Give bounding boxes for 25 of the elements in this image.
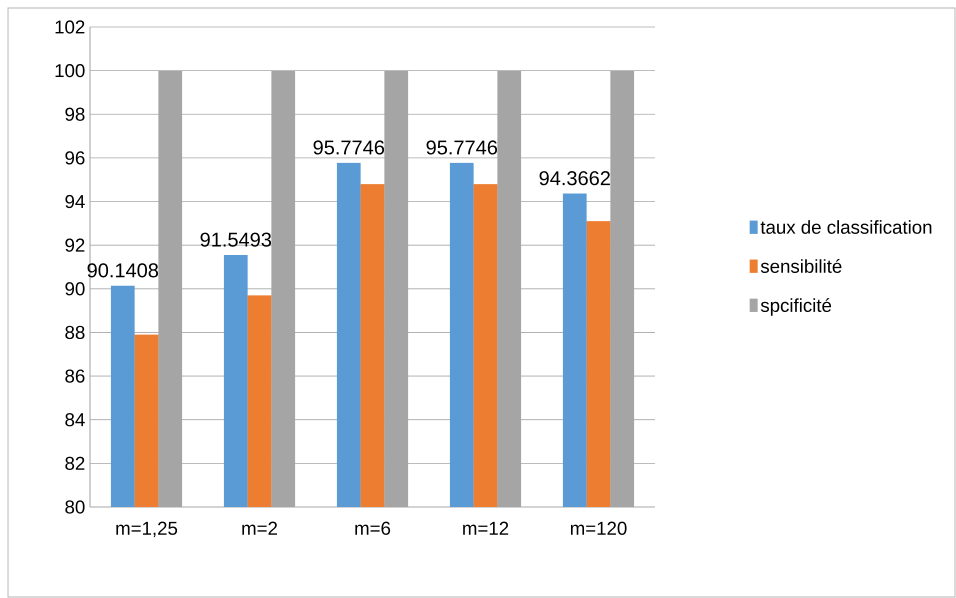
y-tick-label: 90 <box>65 282 85 296</box>
y-tick-label: 94 <box>65 194 85 208</box>
legend-label: taux de classification <box>760 220 932 234</box>
data-label: 94.3662 <box>540 171 610 186</box>
x-tick-label: m=2 <box>242 522 277 535</box>
y-tick-label: 80 <box>65 500 85 514</box>
x-tick-label: m=6 <box>355 522 390 535</box>
y-tick-label: 100 <box>56 64 85 78</box>
legend-label: sensibilité <box>760 258 842 273</box>
x-tick-label: m=120 <box>570 522 627 535</box>
y-tick-label: 98 <box>65 108 84 121</box>
y-tick-label: 96 <box>65 151 84 165</box>
y-tick-label: 84 <box>65 413 85 426</box>
data-label: 91.5493 <box>200 232 272 247</box>
x-tick-label: m=12 <box>463 522 508 535</box>
y-tick-label: 102 <box>56 20 84 34</box>
data-label: 95.7746 <box>314 140 384 155</box>
x-tick-label: m=1,25 <box>116 522 178 538</box>
data-label: 90.1408 <box>88 263 158 278</box>
data-label: 95.7746 <box>426 140 498 155</box>
y-tick-label: 82 <box>65 456 84 470</box>
y-tick-label: 86 <box>65 369 84 383</box>
legend-label: spcificité <box>760 298 832 316</box>
y-tick-label: 88 <box>65 326 84 340</box>
y-tick-label: 92 <box>65 238 84 252</box>
